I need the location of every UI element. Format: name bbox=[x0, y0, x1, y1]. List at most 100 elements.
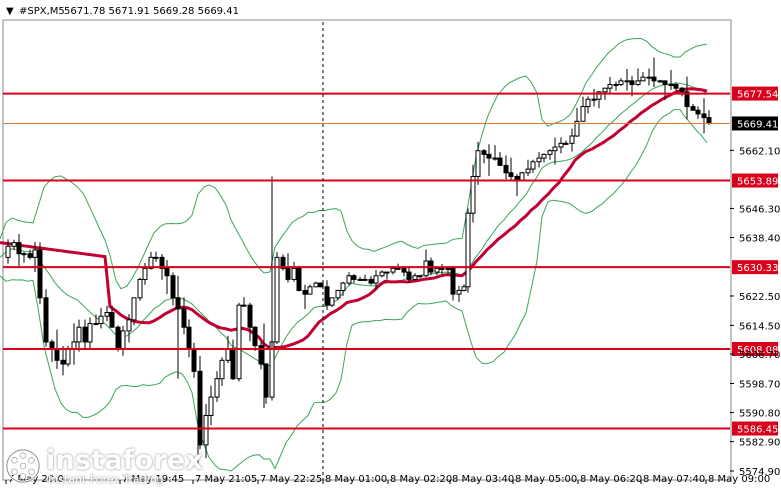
bull-candle bbox=[635, 80, 641, 86]
bear-candle bbox=[186, 326, 192, 350]
bear-candle bbox=[191, 348, 197, 372]
y-tick-label: 5638.40 bbox=[739, 233, 780, 244]
bear-candle bbox=[197, 370, 203, 446]
x-tick-label: 7 May 20:0 bbox=[8, 474, 64, 485]
level-label-bg bbox=[732, 173, 778, 188]
x-tick-label: 8 May 03:40 bbox=[452, 474, 514, 485]
x-tick-label: 7 May 22:25 bbox=[260, 474, 322, 485]
bear-candle bbox=[508, 172, 514, 177]
current-price-label: 5669.41 bbox=[737, 119, 778, 130]
bull-candle bbox=[120, 330, 126, 350]
level-label: 5653.89 bbox=[737, 177, 778, 188]
bull-candle bbox=[574, 120, 580, 137]
bull-candle bbox=[214, 378, 220, 398]
x-tick-label: 8 May 06:20 bbox=[580, 474, 642, 485]
bull-candle bbox=[465, 212, 471, 288]
bull-candle bbox=[142, 267, 148, 280]
bull-candle bbox=[153, 256, 159, 259]
bull-candle bbox=[219, 359, 225, 380]
bull-candle bbox=[602, 87, 608, 93]
bear-candle bbox=[247, 304, 253, 328]
bull-candle bbox=[470, 175, 476, 214]
bull-candle bbox=[417, 275, 423, 278]
bull-candle bbox=[456, 289, 462, 295]
brand-watermark: instaforex Instant Forex Trading bbox=[4, 445, 204, 489]
bull-candle bbox=[269, 341, 275, 398]
bull-candle bbox=[346, 275, 352, 284]
bear-candle bbox=[181, 308, 187, 328]
x-tick-label: 8 May 01:00 bbox=[325, 474, 387, 485]
bear-candle bbox=[159, 256, 165, 269]
bear-candle bbox=[60, 359, 66, 365]
bear-candle bbox=[406, 271, 412, 280]
y-tick-label: 5662.10 bbox=[739, 146, 780, 157]
bull-candle bbox=[395, 267, 401, 270]
current-price-label-bg bbox=[732, 116, 778, 131]
header-ohlc: 5671.78 5671.91 5669.28 5669.41 bbox=[64, 6, 239, 17]
bull-candle bbox=[340, 282, 346, 291]
header-symbol: #SPX,M5 bbox=[19, 6, 65, 17]
brand-name: instaforex bbox=[46, 445, 204, 476]
bull-candle bbox=[98, 315, 104, 325]
bull-candle bbox=[519, 172, 525, 181]
bull-candle bbox=[591, 98, 597, 101]
bull-candle bbox=[580, 106, 586, 122]
level-label-bg bbox=[732, 260, 778, 275]
bear-candle bbox=[285, 267, 291, 280]
bull-candle bbox=[563, 142, 569, 145]
bull-candle bbox=[475, 150, 481, 177]
bull-candle bbox=[104, 312, 110, 317]
bull-candle bbox=[390, 267, 396, 273]
x-tick-label: 8 May 02:20 bbox=[390, 474, 452, 485]
bear-candle bbox=[662, 80, 668, 86]
bear-candle bbox=[497, 157, 503, 166]
bull-candle bbox=[607, 84, 613, 89]
y-tick-label: 5582.90 bbox=[739, 438, 780, 449]
bull-candle bbox=[618, 80, 624, 86]
y-tick-label: 5646.30 bbox=[739, 204, 780, 215]
candles bbox=[5, 57, 712, 467]
bear-candle bbox=[263, 363, 269, 398]
bull-candle bbox=[148, 256, 154, 269]
bear-candle bbox=[324, 286, 330, 306]
bull-candle bbox=[76, 326, 82, 343]
price-axis: 5662.10 5646.30 5638.40 5622.50 5614.50 5606.… bbox=[730, 146, 780, 478]
x-tick-label: 8 May 07:40 bbox=[643, 474, 705, 485]
bull-candle bbox=[274, 256, 280, 343]
bear-candle bbox=[115, 326, 121, 350]
upper-band bbox=[0, 38, 708, 290]
bull-candle bbox=[379, 271, 385, 277]
bull-candle bbox=[657, 80, 663, 83]
bear-candle bbox=[701, 113, 707, 119]
bull-candle bbox=[329, 297, 335, 306]
time-axis: 7 May 20:0 7 May 19:45 7 May 21:05 7 May 22… bbox=[5, 474, 770, 485]
bear-candle bbox=[43, 297, 49, 343]
bull-candle bbox=[11, 242, 17, 247]
support-resistance-levels: 5677.54 5653.89 5630.33 5608.08 5586.45 5669.… bbox=[3, 86, 778, 436]
bull-candle bbox=[492, 157, 498, 160]
bear-candle bbox=[673, 84, 679, 89]
bull-candle bbox=[241, 304, 247, 307]
bull-candle bbox=[362, 278, 368, 281]
bull-candle bbox=[307, 286, 313, 295]
bear-candle bbox=[679, 87, 685, 93]
bear-candle bbox=[164, 267, 170, 277]
bull-candle bbox=[640, 76, 646, 82]
bull-candle bbox=[585, 98, 591, 108]
bull-candle bbox=[203, 414, 209, 446]
level-label-bg bbox=[732, 341, 778, 356]
level-label: 5608.08 bbox=[737, 345, 778, 356]
bear-candle bbox=[296, 267, 302, 291]
x-tick-label: 8 May 09:00 bbox=[708, 474, 770, 485]
bull-candle bbox=[131, 297, 137, 321]
bear-candle bbox=[706, 117, 712, 124]
bull-candle bbox=[423, 260, 429, 277]
bull-candle bbox=[137, 278, 143, 299]
bull-candle bbox=[5, 245, 11, 258]
bull-candle bbox=[21, 253, 27, 256]
bull-candle bbox=[32, 249, 38, 258]
bull-candle bbox=[313, 282, 319, 288]
bear-candle bbox=[109, 312, 115, 328]
header-arrow-icon: ▼ bbox=[6, 6, 14, 17]
